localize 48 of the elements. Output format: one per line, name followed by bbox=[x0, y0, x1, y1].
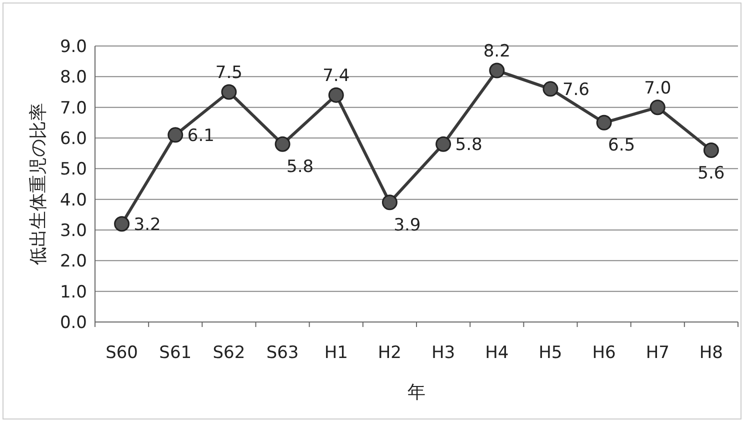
data-label: 7.5 bbox=[215, 63, 242, 83]
y-tick-label: 3.0 bbox=[60, 221, 87, 241]
y-tick-label: 4.0 bbox=[60, 190, 87, 210]
point bbox=[328, 87, 344, 103]
data-label: 7.4 bbox=[322, 66, 350, 86]
x-tick-label: H1 bbox=[324, 343, 348, 363]
data-label: 3.2 bbox=[134, 214, 161, 235]
y-tick-label: 0.0 bbox=[60, 313, 87, 333]
point bbox=[221, 84, 237, 100]
x-tick-label: H5 bbox=[538, 343, 562, 363]
y-axis-title: 低出生体重児の比率 bbox=[28, 103, 49, 265]
x-tick-label: H8 bbox=[699, 343, 724, 363]
data-label: 5.8 bbox=[286, 157, 314, 178]
x-tick-label: S60 bbox=[106, 343, 138, 363]
data-label: 6.5 bbox=[608, 136, 636, 156]
y-tick-label: 1.0 bbox=[60, 282, 87, 302]
data-label: 7.6 bbox=[562, 80, 590, 100]
data-label: 3.9 bbox=[394, 215, 421, 236]
x-tick-label: H3 bbox=[431, 343, 456, 363]
x-tick-label: H7 bbox=[646, 343, 670, 363]
data-label: 8.2 bbox=[483, 42, 510, 62]
y-tick-label: 6.0 bbox=[60, 129, 87, 149]
point bbox=[703, 142, 719, 158]
point bbox=[596, 114, 612, 130]
x-tick-label: S63 bbox=[266, 343, 299, 363]
y-tick-label: 8.0 bbox=[60, 68, 87, 88]
point bbox=[542, 81, 558, 97]
point bbox=[274, 136, 290, 152]
data-label: 5.6 bbox=[698, 163, 725, 184]
x-tick-label: H2 bbox=[378, 343, 402, 363]
x-tick-label: H6 bbox=[592, 343, 616, 363]
x-tick-label: S61 bbox=[159, 343, 192, 363]
point bbox=[382, 194, 398, 210]
point bbox=[489, 62, 505, 78]
x-axis-title: 年 bbox=[408, 382, 426, 403]
point bbox=[114, 216, 130, 232]
x-tick-label: S62 bbox=[212, 343, 246, 363]
point bbox=[650, 100, 666, 116]
y-tick-label: 7.0 bbox=[60, 98, 87, 118]
y-tick-label: 9.0 bbox=[60, 37, 87, 57]
point bbox=[168, 127, 184, 143]
data-label: 6.1 bbox=[187, 126, 214, 146]
point bbox=[436, 136, 452, 152]
y-tick-label: 5.0 bbox=[60, 160, 87, 180]
data-label: 7.0 bbox=[644, 78, 672, 98]
x-tick-label: H4 bbox=[485, 343, 509, 363]
y-tick-label: 2.0 bbox=[60, 252, 87, 272]
data-label: 5.8 bbox=[455, 135, 482, 156]
